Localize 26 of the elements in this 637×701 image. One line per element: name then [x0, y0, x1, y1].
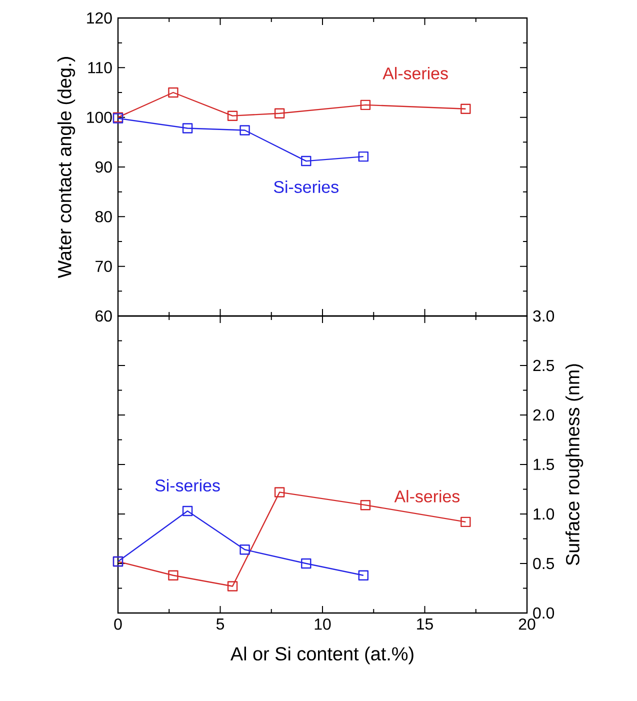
y2-tick-label: 1.0 — [534, 508, 554, 520]
y-tick-label: 110 — [88, 62, 112, 74]
x-tick-label: 10 — [314, 618, 331, 630]
y-tick-label: 80 — [95, 211, 112, 222]
y2-tick-label: 0.5 — [533, 558, 554, 570]
y2-axis-title: Surface roughness (nm) — [566, 364, 584, 566]
x-axis-title: Al or Si content (at.%) — [230, 646, 414, 664]
y-tick-label: 120 — [87, 12, 112, 24]
series-label: Al-series — [394, 490, 460, 502]
series-label: Al-series — [382, 66, 448, 80]
y-axis-title: Water contact angle (deg.) — [57, 57, 76, 278]
y2-tick-label: 2.5 — [533, 360, 554, 372]
series-label: Si-series — [274, 180, 338, 193]
x-tick-label: 20 — [518, 618, 536, 630]
y-tick-label: 70 — [96, 260, 112, 272]
y-tick-label: 60 — [96, 310, 112, 322]
y2-tick-label: 3.0 — [533, 310, 554, 322]
y2-tick-label: 2.0 — [533, 409, 554, 421]
y-tick-label: 100 — [87, 112, 112, 123]
y-tick-label: 90 — [96, 161, 112, 173]
x-tick-label: 5 — [216, 618, 224, 630]
y2-tick-label: 0.0 — [533, 607, 554, 619]
series-label: Si-series — [155, 479, 220, 492]
y2-tick-label: 1.5 — [534, 458, 554, 470]
x-tick-label: 15 — [417, 618, 433, 630]
x-tick-label: 0 — [114, 618, 122, 630]
